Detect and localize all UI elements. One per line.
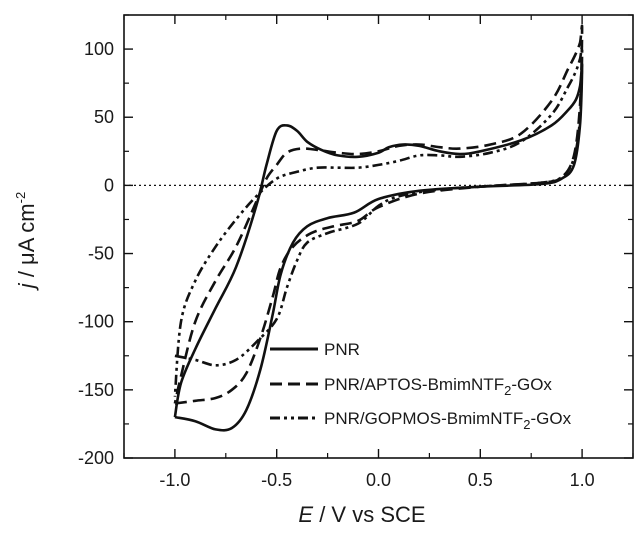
x-axis-title-text: / V vs SCE xyxy=(313,502,425,527)
legend-label-gopmos-tail: -GOx xyxy=(531,409,572,428)
legend-label-aptos: PNR/APTOS-BmimNTF2-GOx xyxy=(324,375,552,398)
x-tick-label: -1.0 xyxy=(159,470,190,490)
x-axis-title: E / V vs SCE xyxy=(298,502,425,527)
x-tick-label: 0.5 xyxy=(468,470,493,490)
y-tick-label: 0 xyxy=(104,175,114,195)
y-tick-label: -100 xyxy=(78,312,114,332)
legend-label-gopmos: PNR/GOPMOS-BmimNTF2-GOx xyxy=(324,409,572,432)
x-tick-label: 1.0 xyxy=(570,470,595,490)
y-tick-label: 100 xyxy=(84,39,114,59)
y-tick-label: -50 xyxy=(88,244,114,264)
x-tick-label: -0.5 xyxy=(261,470,292,490)
legend-label-pnr-text: PNR xyxy=(324,340,360,359)
y-axis-title-text: / μA cm xyxy=(14,203,39,283)
x-tick-label: 0.0 xyxy=(366,470,391,490)
y-axis-title: j / μA cm-2 xyxy=(13,192,39,291)
legend-label-aptos-sub: 2 xyxy=(504,383,511,398)
y-tick-label: -200 xyxy=(78,448,114,468)
y-tick-label: 50 xyxy=(94,107,114,127)
tick-layer: -1.0 -0.5 0.0 0.5 1.0 -200 -150 -100 -50 0 50 100 xyxy=(78,14,634,490)
y-axis-title-superscript: -2 xyxy=(13,192,28,204)
x-axis-title-symbol: E xyxy=(298,502,313,527)
y-axis-title-symbol: j xyxy=(14,282,39,291)
y-tick-label: -150 xyxy=(78,380,114,400)
legend-label-gopmos-main: PNR/GOPMOS-BmimNTF xyxy=(324,409,523,428)
legend: PNR PNR/APTOS-BmimNTF2-GOx PNR/GOPMOS-Bm… xyxy=(270,340,572,432)
legend-label-gopmos-sub: 2 xyxy=(523,417,530,432)
series-layer xyxy=(173,24,584,432)
legend-label-aptos-tail: -GOx xyxy=(511,375,552,394)
legend-label-aptos-main: PNR/APTOS-BmimNTF xyxy=(324,375,504,394)
series-gopmos xyxy=(173,44,584,397)
legend-label-pnr: PNR xyxy=(324,340,360,359)
series-aptos xyxy=(173,24,584,405)
